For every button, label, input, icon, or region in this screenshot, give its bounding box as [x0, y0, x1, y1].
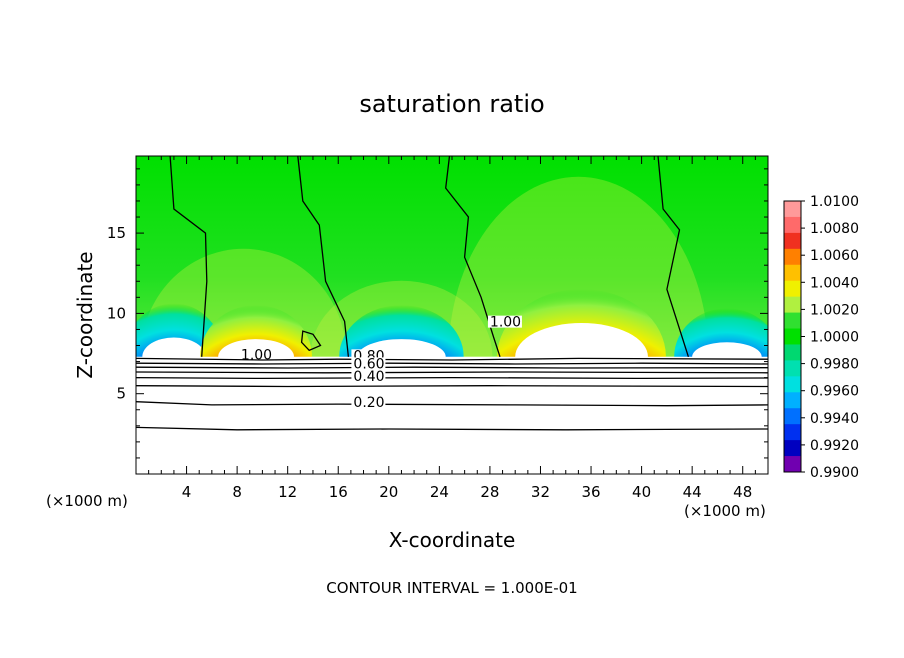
contour-line-7	[135, 366, 769, 369]
contour-line-9	[135, 376, 769, 380]
contour-label-9: 0.40	[353, 369, 384, 385]
colorbar-swatch	[784, 232, 801, 250]
contour-line-3	[657, 155, 690, 357]
contour-line-8	[135, 371, 769, 374]
contour-label-bg-9	[351, 370, 386, 383]
x-tick-label: 16	[329, 483, 348, 501]
colorbar-swatch	[784, 280, 801, 298]
colorbar-label: 1.0040	[810, 275, 859, 291]
contour-label-7: 0.60	[353, 356, 384, 372]
colorbar-swatch	[784, 201, 801, 218]
x-tick-label: 4	[182, 483, 192, 501]
colorbar-label: 0.9940	[810, 411, 859, 427]
contour-label-0: 1.00	[241, 348, 272, 364]
colorbar-label: 0.9920	[810, 438, 859, 454]
contour-line-6	[135, 362, 769, 365]
colorbar-label: 1.0000	[810, 330, 859, 346]
contour-line-2	[445, 155, 501, 358]
colorbar-swatch	[784, 328, 801, 345]
colorbar-swatch	[784, 264, 801, 282]
colorbar-swatch	[784, 440, 801, 457]
y-tick-label: 15	[107, 224, 126, 242]
contour-line-5	[135, 357, 769, 361]
contour-label-11: 0.20	[353, 395, 384, 411]
colorbar-swatch	[784, 248, 801, 266]
contour-line-11	[135, 401, 769, 407]
chart-title: saturation ratio	[359, 90, 544, 118]
colorbar-swatch	[784, 376, 801, 393]
x-tick-label: 24	[430, 483, 449, 501]
x-tick-label: 40	[632, 483, 651, 501]
contour-line-1	[297, 155, 350, 357]
colorbar-swatch	[784, 456, 801, 473]
x-tick-label: 44	[683, 483, 702, 501]
x-tick-label: 36	[581, 483, 600, 501]
y-tick-label: 5	[116, 385, 126, 403]
colorbar-swatch	[784, 216, 801, 234]
y-tick-label: 10	[107, 304, 126, 322]
x-unit-right: (×1000 m)	[684, 502, 766, 520]
contour-label-2: 1.00	[490, 315, 521, 331]
colorbar: 1.0100 1.0080 1.0060 1.0040 1.0020 1.0000 0.99…	[783, 194, 859, 481]
colorbar-swatch	[784, 360, 801, 377]
field-ground	[136, 356, 768, 474]
x-unit-left: (×1000 m)	[46, 492, 128, 510]
colorbar-swatch	[784, 392, 801, 409]
x-axis-label: X-coordinate	[389, 528, 516, 552]
contour-interval-footer: CONTOUR INTERVAL = 1.000E-01	[326, 579, 577, 597]
colorbar-label: 1.0020	[810, 302, 859, 318]
contour-label-bg-0	[238, 348, 273, 361]
contour-lines: 1.001.000.800.600.400.20	[135, 155, 769, 431]
colorbar-label: 0.9980	[810, 357, 859, 373]
x-tick-label: 20	[379, 483, 398, 501]
colorbar-label: 1.0060	[810, 248, 859, 264]
x-tick-label: 12	[278, 483, 297, 501]
colorbar-swatch	[784, 312, 801, 330]
plot-area	[136, 156, 768, 474]
x-tick-label: 28	[480, 483, 499, 501]
x-tick-label: 48	[733, 483, 752, 501]
colorbar-label: 1.0080	[810, 221, 859, 237]
colorbar-label: 1.0100	[810, 194, 859, 210]
contour-line-0	[169, 155, 208, 357]
colorbar-label: 0.9960	[810, 384, 859, 400]
x-tick-label: 8	[232, 483, 242, 501]
colorbar-swatch	[784, 408, 801, 425]
colorbar-label: 0.9900	[810, 465, 859, 481]
contour-line-10	[135, 385, 769, 388]
contour-label-bg-2	[487, 315, 522, 328]
x-tick-label: 32	[531, 483, 550, 501]
contour-label-bg-11	[351, 395, 386, 408]
colorbar-swatch	[784, 424, 801, 441]
colorbar-swatch	[784, 344, 801, 361]
contour-line-12	[135, 426, 769, 431]
contour-line-4	[300, 330, 322, 352]
contour-label-bg-7	[351, 357, 386, 370]
colorbar-swatch	[784, 296, 801, 314]
y-axis-label: Z-coordinate	[73, 251, 97, 378]
